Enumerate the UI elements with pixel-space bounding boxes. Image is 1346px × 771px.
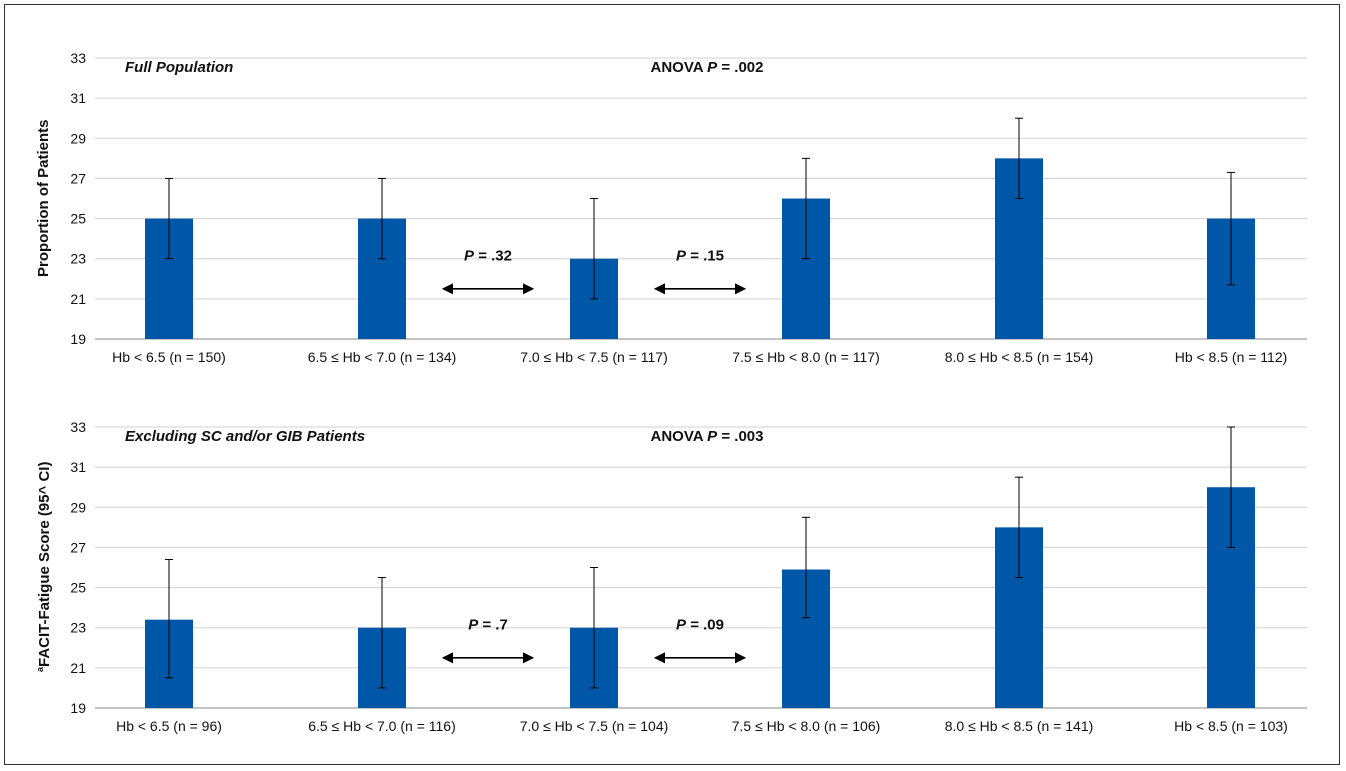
x-tick-label: 7.5 ≤ Hb < 8.0 (n = 106) [732,718,881,734]
y-axis-label-top-text: Proportion of Patients [35,119,52,278]
comparison-p-value: P = .09 [676,617,724,634]
comparison-p-value: P = .7 [468,617,508,634]
y-tick-label: 29 [70,130,86,146]
x-tick-label: 7.5 ≤ Hb < 8.0 (n = 117) [732,349,880,365]
panel-label: Excluding SC and/or GIB Patients [125,428,365,445]
x-tick-label: 7.0 ≤ Hb < 7.5 (n = 104) [520,718,669,734]
comparison-p-value: P = .32 [464,248,512,265]
y-tick-label: 21 [70,660,86,676]
y-tick-label: 19 [70,331,86,347]
y-tick-label: 31 [70,90,86,106]
y-tick-label: 25 [70,580,86,596]
x-tick-label: 6.5 ≤ Hb < 7.0 (n = 134) [308,349,457,365]
comparison-p-value: P = .15 [676,248,724,265]
x-tick-label: 6.5 ≤ Hb < 7.0 (n = 116) [308,718,456,734]
anova-label: ANOVA P = .002 [651,59,764,76]
x-tick-label: Hb < 8.5 (n = 103) [1174,718,1288,734]
anova-label: ANOVA P = .003 [651,428,764,445]
x-tick-label: 8.0 ≤ Hb < 8.5 (n = 154) [945,349,1094,365]
x-tick-label: Hb < 6.5 (n = 150) [112,349,226,365]
y-tick-label: 25 [70,211,86,227]
x-tick-label: Hb < 6.5 (n = 96) [116,718,222,734]
panel-label: Full Population [125,59,233,76]
chart-panel-1: 19 21 23 25 27 29 31 33 Hb < 6.5 (n = 150) 6.5 ≤ … [70,50,1307,365]
y-tick-label: 19 [70,700,86,716]
x-tick-label: Hb < 8.5 (n = 112) [1175,349,1288,365]
chart-panel-2: 19 21 23 25 27 29 31 33 Hb < 6.5 (n = 96) 6.5 ≤ H… [70,419,1307,734]
y-axis-label-bottom-superscript: a [35,666,45,672]
y-tick-label: 23 [70,620,86,636]
x-tick-label: 8.0 ≤ Hb < 8.5 (n = 141) [945,718,1094,734]
y-tick-label: 29 [70,499,86,515]
y-axis-label-bottom-text: FACIT-Fatigue Score (95^ CI) [36,461,53,667]
y-tick-label: 27 [70,539,86,555]
y-tick-label: 27 [70,170,86,186]
y-tick-label: 33 [70,50,86,66]
y-tick-label: 31 [70,459,86,475]
y-axis-label-top: Proportion of Patients [35,120,52,278]
figure-frame [4,4,1340,765]
y-tick-label: 33 [70,419,86,435]
y-axis-label-bottom: aFACIT-Fatigue Score (95^ CI) [35,462,53,672]
x-tick-label: 7.0 ≤ Hb < 7.5 (n = 117) [520,349,668,365]
y-tick-label: 23 [70,251,86,267]
y-tick-label: 21 [70,291,86,307]
